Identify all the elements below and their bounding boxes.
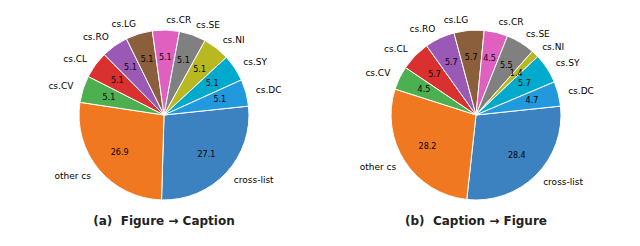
svg-text:5.1: 5.1 <box>177 56 190 65</box>
svg-text:1.4: 1.4 <box>510 69 523 78</box>
svg-text:5.1: 5.1 <box>193 65 206 74</box>
svg-text:cs.SE: cs.SE <box>196 20 220 30</box>
svg-text:cross-list: cross-list <box>543 177 583 187</box>
html-text:(a) Figure → Caption: (a) Figure → Caption <box>93 214 235 228</box>
svg-text:5.1: 5.1 <box>103 93 116 102</box>
svg-text:cs.LG: cs.LG <box>112 19 137 29</box>
svg-text:5.1: 5.1 <box>111 76 124 85</box>
svg-text:cs.DC: cs.DC <box>568 86 594 96</box>
svg-text:cs.SY: cs.SY <box>243 57 267 67</box>
svg-text:4.5: 4.5 <box>483 54 496 63</box>
svg-text:cs.CV: cs.CV <box>365 68 391 78</box>
svg-text:cs.RO: cs.RO <box>410 24 436 34</box>
svg-text:cs.SE: cs.SE <box>526 29 550 39</box>
svg-text:cs.RO: cs.RO <box>83 32 109 42</box>
svg-text:cs.CL: cs.CL <box>384 44 408 54</box>
svg-text:cs.SY: cs.SY <box>556 58 580 68</box>
svg-text:5.5: 5.5 <box>499 61 513 71</box>
svg-text:26.9: 26.9 <box>111 148 129 157</box>
svg-text:5.7: 5.7 <box>518 79 531 88</box>
svg-text:cs.CR: cs.CR <box>166 15 191 25</box>
svg-text:5.7: 5.7 <box>428 70 441 79</box>
svg-text:5.1: 5.1 <box>141 55 154 64</box>
svg-text:5.1: 5.1 <box>124 63 137 72</box>
svg-text:27.1: 27.1 <box>197 150 215 159</box>
svg-text:5.1: 5.1 <box>206 79 219 88</box>
svg-text:4.7: 4.7 <box>526 96 539 105</box>
svg-text:other cs: other cs <box>54 171 91 181</box>
svg-text:cross-list: cross-list <box>234 175 274 185</box>
html-text:(b) Caption → Figure: (b) Caption → Figure <box>405 214 547 228</box>
svg-text:5.1: 5.1 <box>213 95 226 104</box>
svg-text:28.4: 28.4 <box>508 151 526 160</box>
svg-text:cs.CR: cs.CR <box>498 17 523 27</box>
svg-text:other cs: other cs <box>360 162 397 172</box>
svg-text:cs.CL: cs.CL <box>63 54 87 64</box>
svg-text:cs.LG: cs.LG <box>444 15 469 25</box>
svg-text:28.2: 28.2 <box>419 142 437 151</box>
svg-text:cs.NI: cs.NI <box>223 35 245 45</box>
svg-text:5.7: 5.7 <box>445 58 458 67</box>
svg-text:4.5: 4.5 <box>418 85 431 94</box>
svg-text:cs.DC: cs.DC <box>256 85 282 95</box>
svg-text:cs.NI: cs.NI <box>542 42 564 52</box>
svg-text:5.1: 5.1 <box>159 53 172 62</box>
svg-text:5.7: 5.7 <box>465 53 478 62</box>
svg-text:cs.CV: cs.CV <box>48 81 74 91</box>
